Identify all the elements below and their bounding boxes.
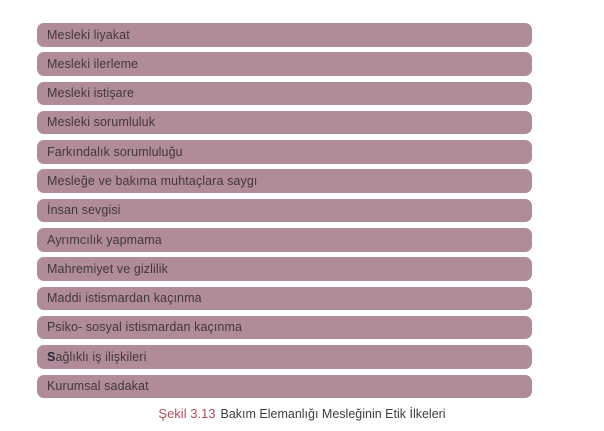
figure-caption-number: Şekil 3.13 <box>158 406 216 421</box>
ethics-bar-label: Sağlıklı iş ilişkileri <box>47 349 147 364</box>
ethics-bar-label: Mesleğe ve bakıma muhtaçlara saygı <box>47 173 258 188</box>
ethics-bar-label: Mesleki istişare <box>47 86 135 101</box>
ethics-bar-label: Farkındalık sorumluluğu <box>47 144 183 159</box>
ethics-bar-label: Mesleki liyakat <box>47 27 130 42</box>
ethics-bar-label: Maddi istismardan kaçınma <box>47 291 202 306</box>
bold-initial: S <box>47 349 56 364</box>
ethics-bar: Mesleki istişare <box>37 81 532 106</box>
ethics-bar-label: Mahremiyet ve gizlilik <box>47 261 168 276</box>
ethics-bar-label: Psiko- sosyal istismardan kaçınma <box>47 320 243 335</box>
ethics-bar: Maddi istismardan kaçınma <box>37 286 532 311</box>
ethics-bar: Kurumsal sadakat <box>37 374 532 399</box>
ethics-bar: Ayrımcılık yapmama <box>37 228 532 252</box>
ethics-bar: Mesleğe ve bakıma muhtaçlara saygı <box>37 169 532 193</box>
ethics-bar: Farkındalık sorumluluğu <box>37 140 532 164</box>
figure-caption: Şekil 3.13 Bakım Elemanlığı Mesleğinin Et… <box>0 405 604 423</box>
ethics-bar-label: Ayrımcılık yapmama <box>47 232 162 247</box>
ethics-bar-label: Mesleki ilerleme <box>47 56 139 71</box>
ethics-bar: İnsan sevgisi <box>37 198 532 223</box>
ethics-bar: Sağlıklı iş ilişkileri <box>37 345 532 369</box>
ethics-bar: Mesleki sorumluluk <box>37 110 532 135</box>
ethics-bar: Mesleki ilerleme <box>37 52 532 76</box>
ethics-bar: Psiko- sosyal istismardan kaçınma <box>37 315 532 340</box>
ethics-bar: Mesleki liyakat <box>37 23 532 47</box>
figure-caption-text: Bakım Elemanlığı Mesleğinin Etik İlkeler… <box>220 407 446 421</box>
ethics-principles-list: Mesleki liyakat Mesleki ilerleme Mesleki… <box>37 23 532 399</box>
ethics-bar-label: Mesleki sorumluluk <box>47 115 156 130</box>
ethics-bar: Mahremiyet ve gizlilik <box>37 257 532 281</box>
ethics-bar-label: İnsan sevgisi <box>47 203 121 218</box>
ethics-bar-label: Kurumsal sadakat <box>47 379 149 394</box>
